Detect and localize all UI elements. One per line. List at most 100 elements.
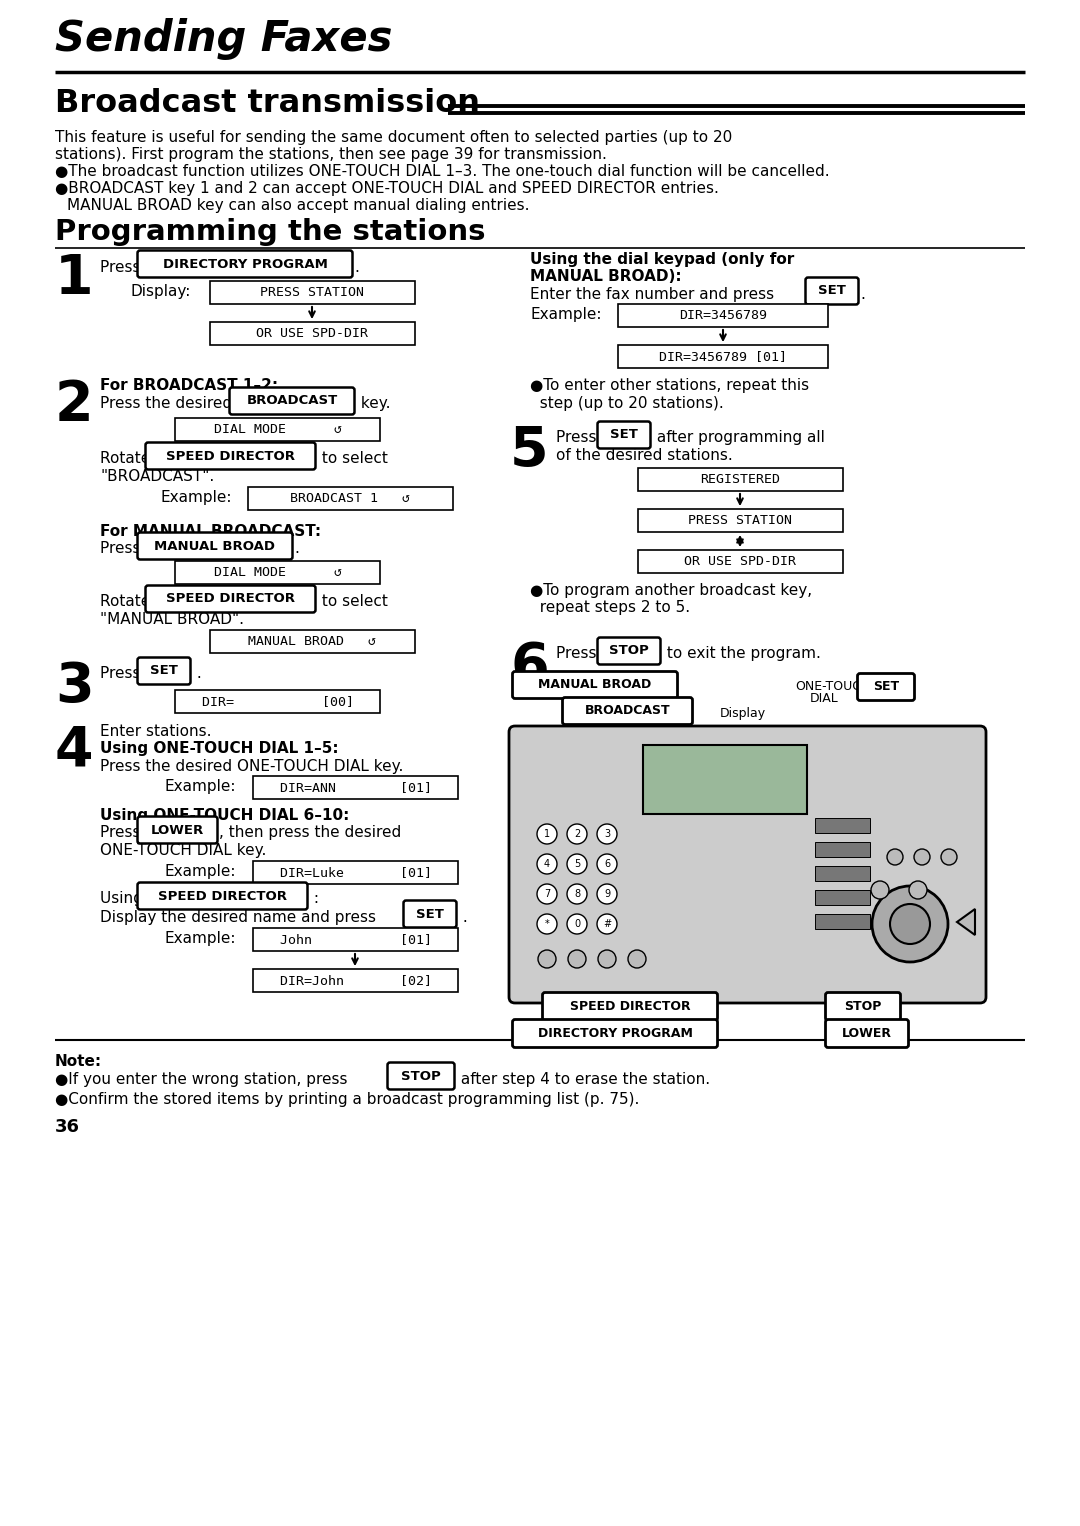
- Text: "MANUAL BROAD".: "MANUAL BROAD".: [100, 612, 244, 627]
- Text: *: *: [544, 919, 550, 929]
- Text: , then press the desired: , then press the desired: [219, 826, 402, 839]
- Text: SET: SET: [416, 908, 444, 920]
- FancyBboxPatch shape: [253, 928, 458, 951]
- FancyBboxPatch shape: [825, 992, 901, 1021]
- FancyBboxPatch shape: [210, 630, 415, 653]
- Text: SET: SET: [873, 681, 899, 693]
- Text: MANUAL BROAD key can also accept manual dialing entries.: MANUAL BROAD key can also accept manual …: [67, 198, 529, 214]
- Circle shape: [627, 951, 646, 967]
- Text: Using ONE-TOUCH DIAL 6–10:: Using ONE-TOUCH DIAL 6–10:: [100, 807, 349, 823]
- FancyBboxPatch shape: [563, 697, 692, 725]
- Text: stations). First program the stations, then see page 39 for transmission.: stations). First program the stations, t…: [55, 146, 607, 162]
- FancyBboxPatch shape: [806, 278, 859, 305]
- Text: STOP: STOP: [609, 644, 649, 658]
- Text: DIR=3456789 [01]: DIR=3456789 [01]: [659, 349, 787, 363]
- Text: Note:: Note:: [55, 1054, 103, 1070]
- Text: Press the desired: Press the desired: [100, 397, 237, 410]
- FancyBboxPatch shape: [146, 586, 315, 612]
- Circle shape: [567, 855, 588, 874]
- FancyBboxPatch shape: [253, 861, 458, 884]
- Text: DIAL MODE      ↺: DIAL MODE ↺: [214, 423, 341, 436]
- Text: DIR=John       [02]: DIR=John [02]: [280, 974, 432, 987]
- Text: MANUAL BROAD):: MANUAL BROAD):: [530, 269, 681, 284]
- FancyBboxPatch shape: [253, 777, 458, 800]
- FancyBboxPatch shape: [638, 510, 843, 533]
- Text: 5: 5: [510, 424, 549, 478]
- Circle shape: [909, 881, 927, 899]
- Text: Press: Press: [100, 665, 146, 681]
- Text: 36: 36: [55, 1119, 80, 1135]
- Text: ONE-TOUCH DIAL key.: ONE-TOUCH DIAL key.: [100, 842, 267, 858]
- Text: BROADCAST 1   ↺: BROADCAST 1 ↺: [291, 491, 410, 505]
- Text: #: #: [603, 919, 611, 929]
- Text: Press: Press: [556, 645, 602, 661]
- FancyBboxPatch shape: [146, 443, 315, 470]
- Text: .: .: [354, 259, 359, 275]
- FancyBboxPatch shape: [137, 882, 308, 909]
- Text: Example:: Example:: [530, 307, 602, 322]
- Circle shape: [598, 951, 616, 967]
- Text: 4: 4: [55, 723, 94, 778]
- Circle shape: [597, 914, 617, 934]
- Text: LOWER: LOWER: [151, 824, 204, 836]
- Text: Example:: Example:: [165, 931, 237, 946]
- Text: Using ONE-TOUCH DIAL 1–5:: Using ONE-TOUCH DIAL 1–5:: [100, 742, 339, 755]
- Text: of the desired stations.: of the desired stations.: [556, 449, 732, 462]
- Text: For BROADCAST 1–2:: For BROADCAST 1–2:: [100, 378, 279, 394]
- Text: 2: 2: [55, 378, 94, 432]
- FancyBboxPatch shape: [210, 322, 415, 345]
- Text: MANUAL BROAD   ↺: MANUAL BROAD ↺: [248, 635, 377, 649]
- Text: ●The broadcast function utilizes ONE-TOUCH DIAL 1–3. The one-touch dial function: ●The broadcast function utilizes ONE-TOU…: [55, 163, 829, 179]
- FancyBboxPatch shape: [618, 304, 828, 327]
- FancyBboxPatch shape: [815, 842, 870, 858]
- Text: 1: 1: [55, 252, 94, 307]
- Text: 8: 8: [573, 890, 580, 899]
- Text: Press the desired ONE-TOUCH DIAL key.: Press the desired ONE-TOUCH DIAL key.: [100, 758, 403, 774]
- Text: Display the desired name and press: Display the desired name and press: [100, 909, 381, 925]
- FancyBboxPatch shape: [597, 638, 661, 664]
- Text: STOP: STOP: [845, 1000, 881, 1013]
- FancyBboxPatch shape: [858, 673, 915, 700]
- Circle shape: [537, 884, 557, 903]
- Text: DIR=Luke       [01]: DIR=Luke [01]: [280, 865, 432, 879]
- Text: Press: Press: [100, 259, 146, 275]
- Text: This feature is useful for sending the same document often to selected parties (: This feature is useful for sending the s…: [55, 130, 732, 145]
- Text: DIAL: DIAL: [810, 691, 839, 705]
- FancyBboxPatch shape: [248, 487, 453, 510]
- FancyBboxPatch shape: [137, 533, 293, 560]
- Text: Display:: Display:: [130, 284, 190, 299]
- Text: REGISTERED: REGISTERED: [701, 473, 781, 485]
- Circle shape: [872, 887, 948, 961]
- Circle shape: [567, 884, 588, 903]
- Text: ●BROADCAST key 1 and 2 can accept ONE-TOUCH DIAL and SPEED DIRECTOR entries.: ●BROADCAST key 1 and 2 can accept ONE-TO…: [55, 182, 719, 195]
- Text: to exit the program.: to exit the program.: [662, 645, 821, 661]
- Text: OR USE SPD-DIR: OR USE SPD-DIR: [685, 555, 797, 568]
- FancyBboxPatch shape: [638, 549, 843, 572]
- Text: after programming all: after programming all: [652, 430, 825, 446]
- Circle shape: [597, 855, 617, 874]
- Text: step (up to 20 stations).: step (up to 20 stations).: [530, 397, 724, 410]
- Text: DIRECTORY PROGRAM: DIRECTORY PROGRAM: [163, 258, 327, 270]
- Text: .: .: [294, 542, 299, 555]
- Text: repeat steps 2 to 5.: repeat steps 2 to 5.: [530, 600, 690, 615]
- Circle shape: [597, 884, 617, 903]
- Text: 7: 7: [544, 890, 550, 899]
- Text: 1: 1: [544, 829, 550, 839]
- Text: Example:: Example:: [165, 778, 237, 794]
- Text: DIR=ANN        [01]: DIR=ANN [01]: [280, 781, 432, 794]
- Text: MANUAL BROAD: MANUAL BROAD: [538, 679, 651, 691]
- Text: .: .: [192, 665, 202, 681]
- Text: ●To program another broadcast key,: ●To program another broadcast key,: [530, 583, 812, 598]
- Circle shape: [887, 848, 903, 865]
- Text: SET: SET: [610, 429, 638, 441]
- Circle shape: [538, 951, 556, 967]
- Text: Display: Display: [720, 707, 766, 720]
- Text: 0: 0: [573, 919, 580, 929]
- FancyBboxPatch shape: [825, 1019, 908, 1047]
- Text: For MANUAL BROADCAST:: For MANUAL BROADCAST:: [100, 523, 321, 539]
- FancyBboxPatch shape: [253, 969, 458, 992]
- Text: 3: 3: [55, 661, 94, 714]
- FancyBboxPatch shape: [815, 818, 870, 833]
- Text: 3: 3: [604, 829, 610, 839]
- FancyBboxPatch shape: [597, 421, 650, 449]
